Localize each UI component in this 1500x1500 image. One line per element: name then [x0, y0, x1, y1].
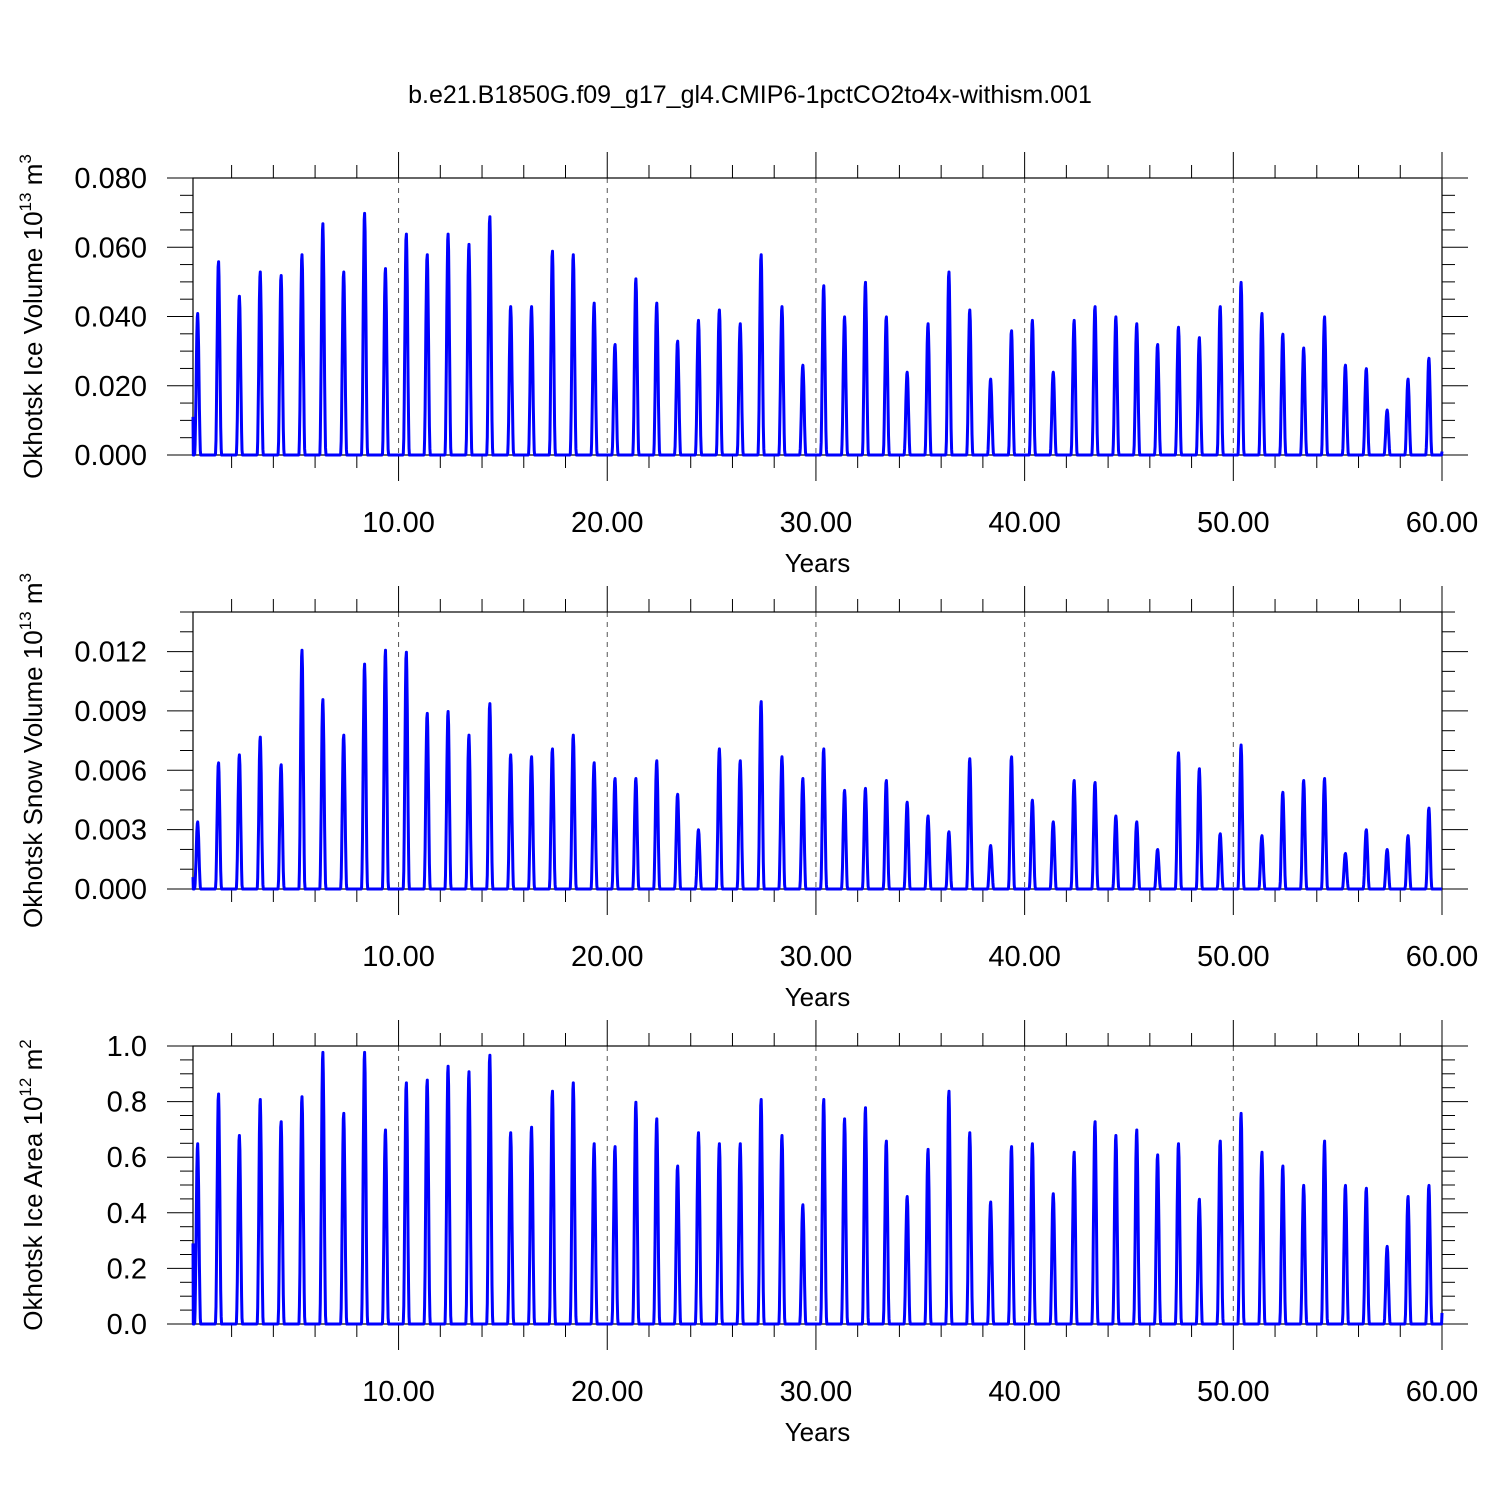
y-axis-title: Okhotsk Ice Area 1012 m2 — [16, 1039, 48, 1330]
x-axis-title: Years — [785, 982, 851, 1012]
x-tick-label: 30.00 — [780, 1376, 853, 1408]
x-tick-label: 50.00 — [1197, 507, 1270, 539]
y-tick-label: 1.0 — [107, 1031, 147, 1063]
panel-3: 0.0 0.2 0.4 0.6 0.8 1.0 10.00 20.00 30.00 40.00 50… — [16, 1020, 1478, 1447]
y-tick-label: 0.000 — [74, 440, 147, 472]
y-tick-label: 0.4 — [107, 1198, 147, 1230]
y-tick-label: 0.080 — [74, 163, 147, 195]
y-axis-title-superscript: 2 — [16, 1039, 35, 1048]
x-tick-label: 20.00 — [571, 507, 644, 539]
y-axis-title-part: Okhotsk Snow Volume 10 — [18, 630, 48, 928]
y-axis-title-superscript: 12 — [16, 1078, 35, 1097]
x-tick-label: 10.00 — [362, 507, 435, 539]
y-tick-label: 0.012 — [74, 637, 147, 669]
y-axis-title-part: m — [18, 582, 48, 611]
y-tick-label: 0.009 — [74, 696, 147, 728]
y-tick-label: 0.060 — [74, 232, 147, 264]
x-tick-label: 40.00 — [988, 507, 1061, 539]
y-axis-title-part: Okhotsk Ice Volume 10 — [18, 211, 48, 478]
y-axis-title-part: m — [18, 1049, 48, 1078]
series-line — [191, 648, 1444, 891]
y-axis-title: Okhotsk Ice Volume 1013 m3 — [16, 154, 48, 479]
figure-title: b.e21.B1850G.f09_g17_gl4.CMIP6-1pctCO2to… — [408, 81, 1092, 109]
panel-2: 0.000 0.003 0.006 0.009 0.012 10.00 20.00 30.00… — [16, 573, 1478, 1012]
y-tick-label: 0.000 — [74, 874, 147, 906]
x-tick-label: 60.00 — [1406, 1376, 1479, 1408]
x-tick-label: 20.00 — [571, 941, 644, 973]
x-tick-label: 40.00 — [988, 941, 1061, 973]
plot-frame — [192, 611, 1443, 890]
y-axis-title-superscript: 3 — [16, 573, 35, 582]
y-axis-title-superscript: 13 — [16, 611, 35, 630]
x-axis-title: Years — [785, 1417, 851, 1447]
y-tick-label: 0.040 — [74, 302, 147, 334]
x-tick-label: 10.00 — [362, 941, 435, 973]
panel-1: 0.000 0.020 0.040 0.060 0.080 10.00 20.00 30.00… — [16, 152, 1478, 578]
y-axis-title: Okhotsk Snow Volume 1013 m3 — [16, 573, 48, 928]
x-tick-label: 20.00 — [571, 1376, 644, 1408]
x-axis-title: Years — [785, 548, 851, 578]
x-tick-label: 30.00 — [780, 941, 853, 973]
y-tick-label: 0.6 — [107, 1142, 147, 1174]
y-tick-label: 0.8 — [107, 1087, 147, 1119]
y-axis-title-superscript: 3 — [16, 154, 35, 163]
x-tick-label: 60.00 — [1406, 941, 1479, 973]
series-line — [191, 1050, 1444, 1326]
plot-frame — [192, 177, 1443, 456]
y-axis-title-part: Okhotsk Ice Area 10 — [18, 1097, 48, 1331]
x-tick-label: 50.00 — [1197, 941, 1270, 973]
y-tick-label: 0.0 — [107, 1309, 147, 1341]
y-tick-label: 0.006 — [74, 755, 147, 787]
y-tick-label: 0.2 — [107, 1253, 147, 1285]
series-line — [191, 211, 1444, 457]
x-tick-label: 10.00 — [362, 1376, 435, 1408]
x-tick-label: 50.00 — [1197, 1376, 1270, 1408]
x-tick-label: 60.00 — [1406, 507, 1479, 539]
y-tick-label: 0.003 — [74, 815, 147, 847]
y-tick-label: 0.020 — [74, 371, 147, 403]
y-axis-title-superscript: 13 — [16, 193, 35, 212]
x-tick-label: 30.00 — [780, 507, 853, 539]
x-tick-label: 40.00 — [988, 1376, 1061, 1408]
y-axis-title-part: m — [18, 164, 48, 193]
plot-frame — [192, 1045, 1443, 1325]
